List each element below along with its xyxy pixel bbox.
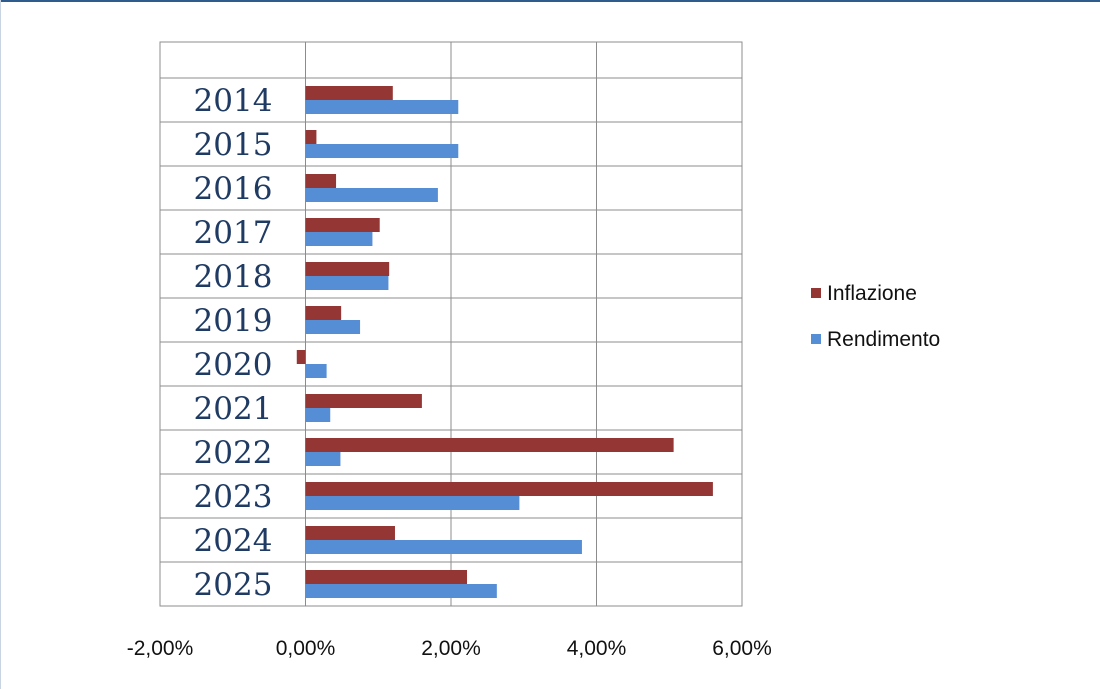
y-tick-label: 2020	[194, 347, 273, 383]
legend-label-rendimento: Rendimento	[827, 328, 940, 351]
bars	[296, 86, 713, 598]
bar-rendimento-2025	[305, 584, 497, 598]
y-tick-label: 2019	[194, 303, 273, 339]
x-tick-label: -2,00%	[127, 637, 194, 660]
x-tick-label: 4,00%	[567, 637, 627, 660]
y-tick-label: 2023	[194, 479, 273, 515]
top-rule	[0, 0, 1100, 2]
y-tick-label: 2016	[194, 171, 273, 207]
y-tick-label: 2025	[194, 567, 273, 603]
bar-rendimento-2024	[305, 540, 582, 554]
bar-inflazione-2017	[305, 218, 380, 232]
bar-rendimento-2018	[305, 276, 389, 290]
bar-rendimento-2021	[305, 408, 331, 422]
y-tick-label: 2017	[194, 215, 273, 251]
bar-rendimento-2017	[305, 232, 373, 246]
bar-inflazione-2019	[305, 306, 342, 320]
bar-inflazione-2025	[305, 570, 468, 584]
bar-rendimento-2020	[305, 364, 327, 378]
bar-rendimento-2016	[305, 188, 438, 202]
bar-inflazione-2016	[305, 174, 337, 188]
x-tick-labels: -2,00% 0,00% 2,00% 4,00% 6,00%	[127, 637, 772, 660]
y-tick-label: 2021	[194, 391, 273, 427]
x-tick-label: 6,00%	[712, 637, 772, 660]
bar-rendimento-2022	[305, 452, 341, 466]
left-rule	[0, 0, 1, 689]
bar-inflazione-2018	[305, 262, 390, 276]
legend-label-inflazione: Inflazione	[827, 282, 917, 305]
legend: Inflazione Rendimento	[811, 282, 940, 351]
legend-swatch-rendimento	[811, 334, 821, 344]
bar-rendimento-2014	[305, 100, 459, 114]
bar-inflazione-2023	[305, 482, 713, 496]
bar-inflazione-2021	[305, 394, 422, 408]
y-tick-label: 2015	[194, 127, 273, 163]
y-tick-label: 2022	[194, 435, 273, 471]
x-tick-label: 2,00%	[421, 637, 481, 660]
bar-rendimento-2015	[305, 144, 459, 158]
bar-inflazione-2015	[305, 130, 317, 144]
bar-inflazione-2024	[305, 526, 395, 540]
y-tick-labels: 2014 2015 2016 2017 2018 2019 2020 2021 2022 2023…	[194, 83, 273, 603]
y-tick-label: 2014	[194, 83, 273, 119]
y-tick-label: 2018	[194, 259, 273, 295]
bar-inflazione-2022	[305, 438, 674, 452]
y-tick-label: 2024	[194, 523, 273, 559]
bar-rendimento-2019	[305, 320, 361, 334]
x-tick-label: 0,00%	[276, 637, 336, 660]
bar-inflazione-2020	[296, 350, 306, 364]
legend-swatch-inflazione	[811, 288, 821, 298]
bar-rendimento-2023	[305, 496, 520, 510]
bar-inflazione-2014	[305, 86, 393, 100]
